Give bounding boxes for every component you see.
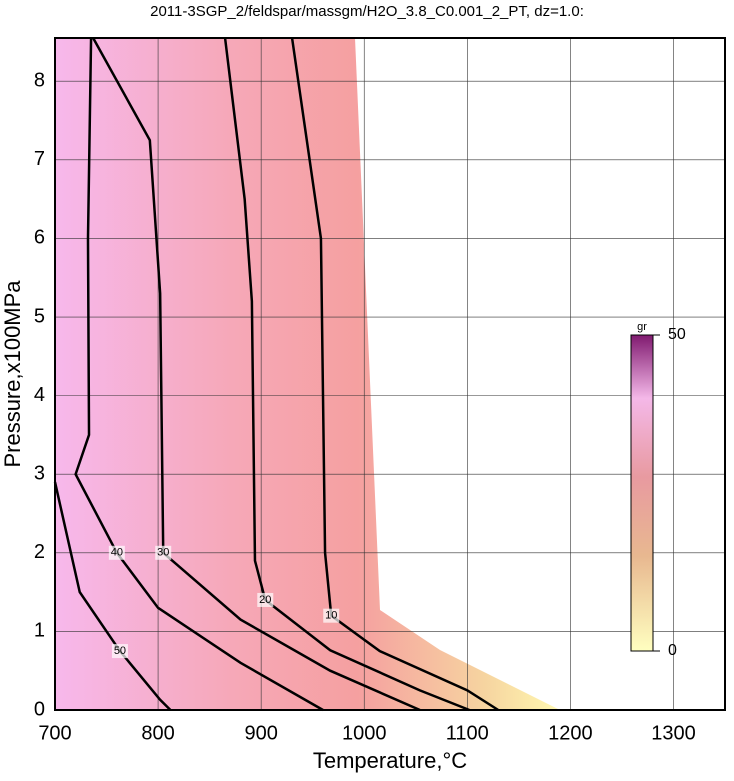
chart-title: 2011-3SGP_2/feldspar/massgm/H2O_3.8_C0.0… bbox=[150, 3, 584, 20]
contour-line bbox=[74, 37, 324, 712]
colorbar bbox=[630, 334, 654, 652]
contour-label: 20 bbox=[259, 594, 271, 606]
colorbar-tick-label: 50 bbox=[668, 326, 686, 343]
colorbar-label: gr bbox=[637, 321, 647, 333]
contour-label-bg bbox=[111, 644, 128, 659]
contours: 10 20 30 40 50 bbox=[53, 37, 499, 712]
contour-line bbox=[290, 37, 499, 712]
y-tick-label: 3 bbox=[34, 462, 45, 484]
x-tick-label: 700 bbox=[38, 722, 71, 744]
x-tick-label: 1000 bbox=[342, 722, 387, 744]
x-tick-label: 1100 bbox=[446, 722, 489, 744]
contour-label-bg bbox=[155, 545, 172, 560]
contour-label: 50 bbox=[114, 645, 126, 657]
y-tick-label: 8 bbox=[34, 70, 45, 92]
contour-label-bg bbox=[323, 608, 340, 623]
x-tick-label: 900 bbox=[244, 722, 277, 744]
contour-line bbox=[223, 37, 470, 712]
y-tick-label: 5 bbox=[34, 305, 45, 327]
contour-label-bg bbox=[257, 592, 274, 607]
x-tick-label: 1300 bbox=[651, 722, 696, 744]
y-tick-label: 6 bbox=[34, 227, 45, 249]
colorbar-tick-label: 0 bbox=[668, 642, 677, 659]
contour-label-bg bbox=[108, 545, 125, 560]
x-tick-label: 1200 bbox=[548, 722, 593, 744]
y-axis-label: Pressure,x100MPa bbox=[0, 280, 25, 468]
y-tick-label: 4 bbox=[34, 384, 45, 406]
y-tick-label: 0 bbox=[34, 698, 45, 720]
y-tick-label: 2 bbox=[34, 541, 45, 563]
x-axis-label: Temperature,°C bbox=[313, 748, 467, 773]
y-tick-label: 7 bbox=[34, 148, 45, 170]
y-tick-label: 1 bbox=[34, 620, 45, 642]
contour-label: 30 bbox=[157, 547, 169, 559]
filled-region bbox=[55, 38, 560, 710]
x-tick-label: 800 bbox=[141, 722, 174, 744]
contour-label: 40 bbox=[111, 547, 123, 559]
contour-label: 10 bbox=[325, 610, 337, 622]
plot-frame bbox=[54, 37, 726, 711]
